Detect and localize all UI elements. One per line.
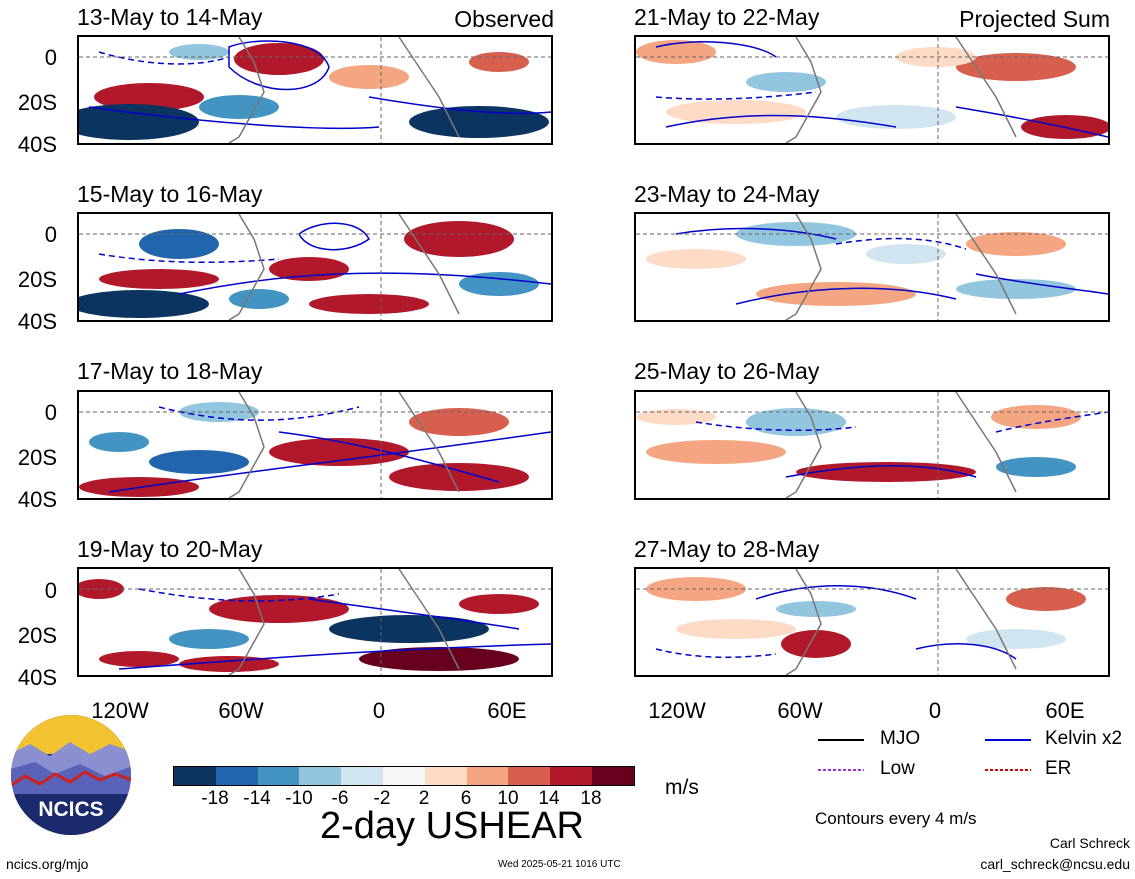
colorbar-swatch [550,767,592,785]
panel-title-left-3: 17-May to 18-May [77,358,263,384]
map-panel-left-3 [77,390,553,500]
footer-author: Carl Schreck [1049,835,1130,851]
lat-label-20s: 20S [17,445,57,470]
colorbar-swatch [341,767,383,785]
map-panel-left-1 [77,35,553,145]
panel-title-right-4: 27-May to 28-May [634,536,820,562]
map-panel-right-3 [634,390,1110,500]
lat-label-0: 0 [44,578,57,603]
footer-timestamp: Wed 2025-05-21 1016 UTC [498,859,621,870]
low-legend-label: Low [880,758,915,779]
lat-label-20s: 20S [17,267,57,292]
lon-label-120w: 120W [648,698,706,723]
anomaly-field [79,37,551,143]
lat-label-0: 0 [44,45,57,70]
lon-label-120w: 120W [91,698,149,723]
lon-label-60e: 60E [1045,698,1085,723]
map-panel-left-2 [77,212,553,322]
anomaly-field [636,569,1108,675]
anomaly-field [79,392,551,498]
colorbar-swatch [591,767,634,785]
lat-label-0: 0 [44,222,57,247]
colorbar-units: m/s [665,776,699,799]
panel-title-right-2: 23-May to 24-May [634,181,820,207]
lon-label-60w: 60W [218,698,264,723]
ncics-logo-text: NCICS [38,798,104,821]
mjo-legend-line [818,739,864,741]
colorbar [173,766,635,786]
map-panel-right-2 [634,212,1110,322]
lat-label-40s: 40S [17,665,57,690]
lat-label-0: 0 [44,400,57,425]
low-legend-line [818,769,864,771]
projected-sum-tag: Projected Sum [959,6,1110,32]
colorbar-swatch [424,767,467,785]
kelvin-legend-label: Kelvin x2 [1045,728,1123,749]
lat-label-40s: 40S [17,309,57,334]
mjo-legend-label: MJO [880,728,921,749]
lon-label-60w: 60W [777,698,823,723]
colorbar-swatch [299,767,342,785]
colorbar-label: 2 [418,788,430,809]
colorbar-swatch [257,767,300,785]
footer-url[interactable]: ncics.org/mjo [6,856,89,872]
ncics-logo-graphic [11,715,131,835]
lat-label-40s: 40S [17,487,57,512]
colorbar-label: 10 [497,788,519,809]
er-legend-label: ER [1045,758,1072,779]
colorbar-label: 6 [460,788,472,809]
colorbar-label: -10 [285,788,313,809]
panel-title-left-2: 15-May to 16-May [77,181,263,207]
contours-note: Contours every 4 m/s [815,809,977,828]
colorbar-label: -18 [201,788,229,809]
lat-label-40s: 40S [17,132,57,157]
colorbar-label: 14 [538,788,560,809]
panel-title-right-1: 21-May to 22-May [634,4,820,30]
lat-label-20s: 20S [17,90,57,115]
colorbar-swatch [508,767,551,785]
lon-label-0: 0 [928,698,942,723]
plot-title: 2-day USHEAR [320,805,584,847]
map-panel-right-4 [634,567,1110,677]
footer-email[interactable]: carl_schreck@ncsu.edu [980,856,1130,872]
colorbar-label: -14 [243,788,271,809]
colorbar-swatch [215,767,258,785]
panel-title-left-4: 19-May to 20-May [77,536,263,562]
anomaly-field [79,569,551,675]
colorbar-label: -2 [373,788,391,809]
colorbar-swatch [382,767,425,785]
colorbar-swatch [174,767,216,785]
anomaly-field [636,392,1108,498]
map-panel-left-4 [77,567,553,677]
ncics-logo: NCICS [10,714,132,836]
lat-label-20s: 20S [17,623,57,648]
lon-label-0: 0 [372,698,386,723]
anomaly-field [79,214,551,320]
kelvin-legend-line [985,739,1031,741]
colorbar-label: 18 [580,788,602,809]
panel-title-right-3: 25-May to 26-May [634,358,820,384]
map-panel-right-1 [634,35,1110,145]
er-legend-line [985,769,1031,771]
lon-label-60e: 60E [487,698,527,723]
anomaly-field [636,37,1108,143]
colorbar-swatch [466,767,509,785]
colorbar-label: -6 [331,788,349,809]
observed-tag: Observed [454,6,554,32]
anomaly-field [636,214,1108,320]
panel-title-left-1: 13-May to 14-May [77,4,263,30]
